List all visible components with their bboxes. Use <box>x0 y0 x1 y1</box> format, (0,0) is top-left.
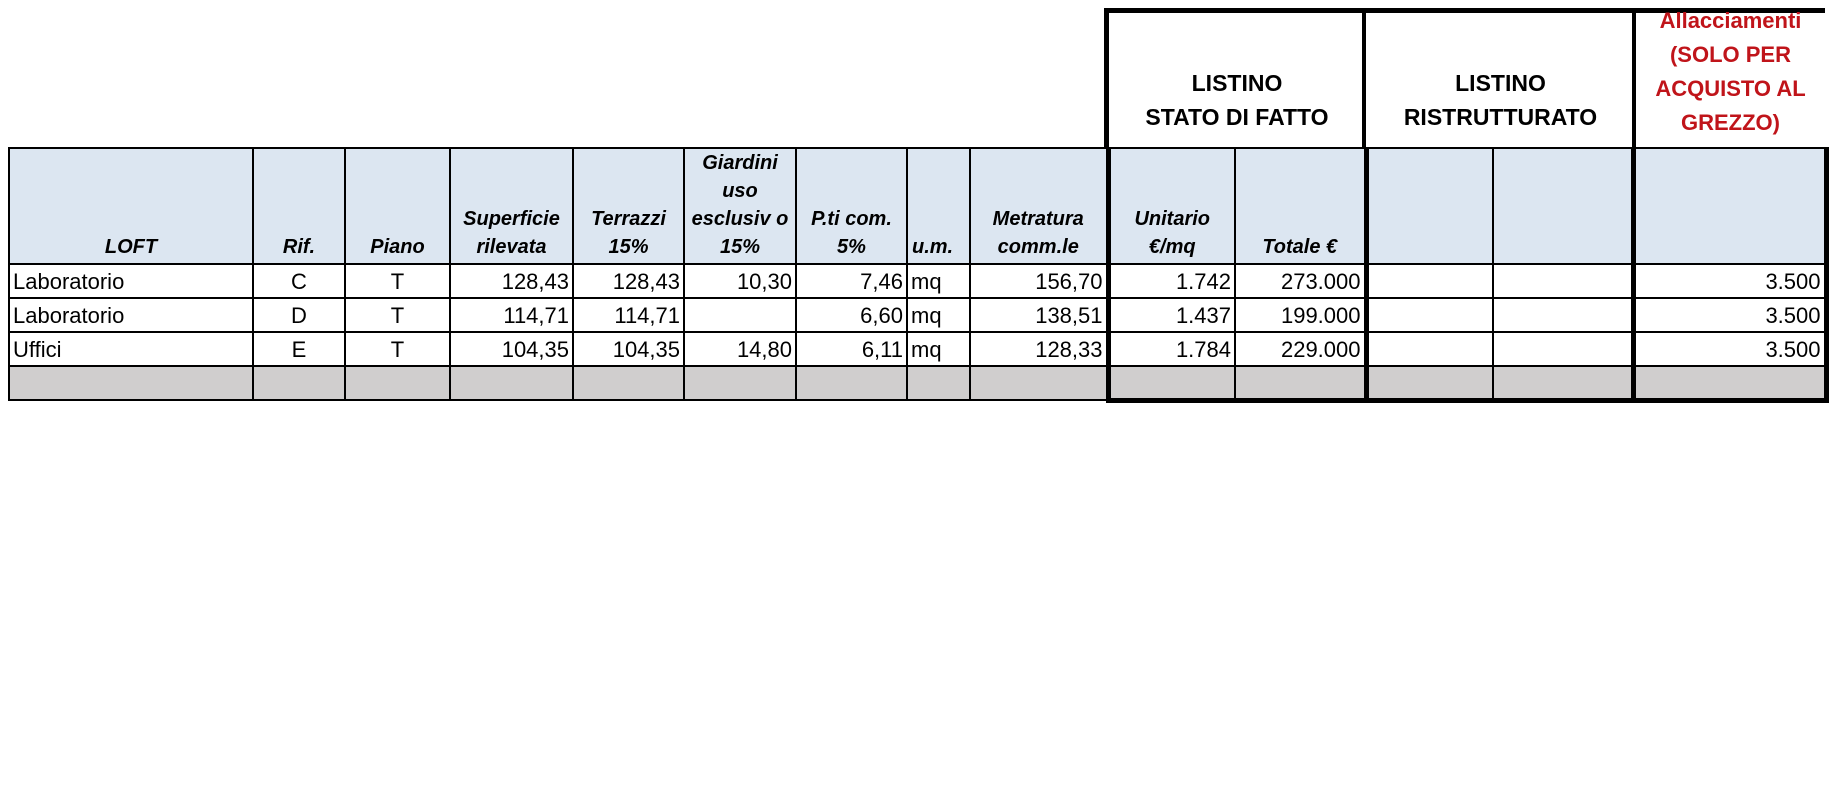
cell-rif: E <box>252 331 346 367</box>
cell-allacciamenti: 3.500 <box>1630 297 1829 333</box>
cell-superficie: 128,43 <box>449 263 574 299</box>
cell-giardini: 10,30 <box>683 263 797 299</box>
cell-terrazzi: 114,71 <box>572 297 685 333</box>
cell-piano: T <box>344 297 451 333</box>
cell-ristr-1 <box>1363 263 1494 299</box>
empty-cell <box>906 365 971 401</box>
cell-ristr-1 <box>1363 331 1494 367</box>
cell-ristr-1 <box>1363 297 1494 333</box>
empty-cell <box>8 365 254 401</box>
col-header-ristr-2 <box>1492 147 1634 265</box>
col-header-giardini: Giardini uso esclusiv o 15% <box>683 147 797 265</box>
empty-cell <box>1492 365 1634 403</box>
empty-cell <box>683 365 797 401</box>
empty-cell <box>572 365 685 401</box>
col-header-superficie: Superficie rilevata <box>449 147 574 265</box>
cell-allacciamenti: 3.500 <box>1630 263 1829 299</box>
empty-cell <box>1363 365 1494 403</box>
cell-rif: C <box>252 263 346 299</box>
allacciamenti-line-2: (SOLO PER <box>1669 42 1791 67</box>
cell-pti-com: 6,11 <box>795 331 908 367</box>
col-header-rif: Rif. <box>252 147 346 265</box>
empty-cell <box>1105 365 1236 403</box>
cell-loft: Laboratorio <box>8 297 254 333</box>
cell-ristr-2 <box>1492 297 1634 333</box>
cell-pti-com: 6,60 <box>795 297 908 333</box>
cell-totale: 229.000 <box>1234 331 1367 367</box>
cell-um: mq <box>906 263 971 299</box>
cell-superficie: 104,35 <box>449 331 574 367</box>
allacciamenti-line-4: GREZZO) <box>1681 110 1780 135</box>
allacciamenti-line-3: ACQUISTO AL <box>1655 76 1806 101</box>
cell-unitario: 1.784 <box>1105 331 1236 367</box>
empty-cell <box>969 365 1109 401</box>
listino-table: LOFT Rif. Piano Superficie rilevata Terr… <box>8 147 1829 403</box>
listino-ristr-line-2: RISTRUTTURATO <box>1403 104 1598 130</box>
cell-metratura: 156,70 <box>969 263 1109 299</box>
table-row: Uffici E T 104,35 104,35 14,80 6,11 mq 1… <box>8 331 1829 367</box>
empty-cell <box>1630 365 1829 403</box>
col-header-loft: LOFT <box>8 147 254 265</box>
cell-unitario: 1.742 <box>1105 263 1236 299</box>
col-header-um: u.m. <box>906 147 971 265</box>
col-header-ristr-1 <box>1363 147 1494 265</box>
cell-ristr-2 <box>1492 331 1634 367</box>
empty-cell <box>252 365 346 401</box>
empty-cell <box>449 365 574 401</box>
col-header-totale: Totale € <box>1234 147 1367 265</box>
col-header-metratura: Metratura comm.le <box>969 147 1109 265</box>
empty-cell <box>1234 365 1367 403</box>
cell-totale: 199.000 <box>1234 297 1367 333</box>
listino-stato-line-1: LISTINO <box>1191 70 1283 96</box>
allacciamenti-header: Allacciamenti (SOLO PER ACQUISTO AL GREZ… <box>1632 8 1825 147</box>
listino-stato-di-fatto-header: LISTINO STATO DI FATTO <box>1104 8 1365 147</box>
table-row: Laboratorio C T 128,43 128,43 10,30 7,46… <box>8 263 1829 299</box>
cell-terrazzi: 104,35 <box>572 331 685 367</box>
empty-total-row <box>8 365 1829 403</box>
allacciamenti-line-1: Allacciamenti <box>1659 8 1802 33</box>
col-header-pti-com: P.ti com. 5% <box>795 147 908 265</box>
listino-stato-line-2: STATO DI FATTO <box>1145 104 1329 130</box>
cell-loft: Laboratorio <box>8 263 254 299</box>
listino-ristrutturato-header: LISTINO RISTRUTTURATO <box>1362 8 1635 147</box>
cell-metratura: 138,51 <box>969 297 1109 333</box>
cell-superficie: 114,71 <box>449 297 574 333</box>
cell-giardini <box>683 297 797 333</box>
listino-ristr-line-1: LISTINO <box>1455 70 1546 96</box>
header-row: LOFT Rif. Piano Superficie rilevata Terr… <box>8 147 1829 265</box>
cell-unitario: 1.437 <box>1105 297 1236 333</box>
cell-um: mq <box>906 331 971 367</box>
cell-loft: Uffici <box>8 331 254 367</box>
cell-terrazzi: 128,43 <box>572 263 685 299</box>
cell-um: mq <box>906 297 971 333</box>
col-header-unitario: Unitario €/mq <box>1105 147 1236 265</box>
col-header-allacciamenti <box>1630 147 1829 265</box>
cell-metratura: 128,33 <box>969 331 1109 367</box>
cell-ristr-2 <box>1492 263 1634 299</box>
empty-cell <box>344 365 451 401</box>
cell-allacciamenti: 3.500 <box>1630 331 1829 367</box>
col-header-piano: Piano <box>344 147 451 265</box>
cell-rif: D <box>252 297 346 333</box>
table-row: Laboratorio D T 114,71 114,71 6,60 mq 13… <box>8 297 1829 333</box>
cell-piano: T <box>344 331 451 367</box>
cell-giardini: 14,80 <box>683 331 797 367</box>
cell-totale: 273.000 <box>1234 263 1367 299</box>
cell-piano: T <box>344 263 451 299</box>
empty-cell <box>795 365 908 401</box>
cell-pti-com: 7,46 <box>795 263 908 299</box>
col-header-terrazzi: Terrazzi 15% <box>572 147 685 265</box>
